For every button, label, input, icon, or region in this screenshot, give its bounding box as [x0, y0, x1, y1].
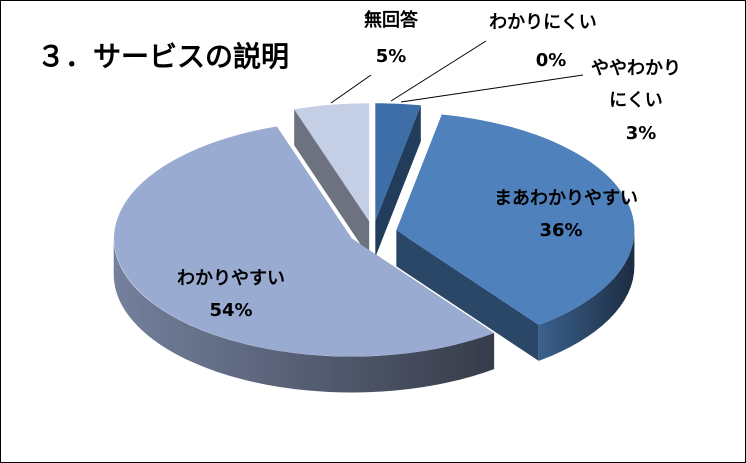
- value-label: 3%: [625, 123, 657, 144]
- slice-label: 無回答: [364, 10, 418, 31]
- slice: [114, 126, 495, 357]
- slice: [396, 114, 635, 325]
- slice-wall: [538, 230, 635, 361]
- slice: [375, 103, 421, 222]
- slice-side: [375, 105, 421, 258]
- slice-wall: [113, 238, 495, 393]
- leader-line: [390, 40, 487, 102]
- leader-line: [330, 74, 372, 104]
- slice-label: まあわかりやすい: [494, 188, 638, 209]
- value-label: 0%: [535, 50, 567, 71]
- slice-side: [396, 230, 539, 361]
- value-label: 5%: [375, 46, 407, 67]
- slice-side: [294, 109, 370, 258]
- slice-label: わかりにくい: [489, 12, 597, 33]
- value-label: 54%: [209, 300, 253, 321]
- slice-label: わかりやすい: [177, 268, 285, 289]
- slice-label: ややわかりにくい: [591, 58, 681, 111]
- chart-title: ３．サービスの説明: [37, 40, 290, 73]
- value-label: 36%: [539, 220, 583, 241]
- leader-line: [400, 74, 584, 103]
- slice: [294, 103, 370, 222]
